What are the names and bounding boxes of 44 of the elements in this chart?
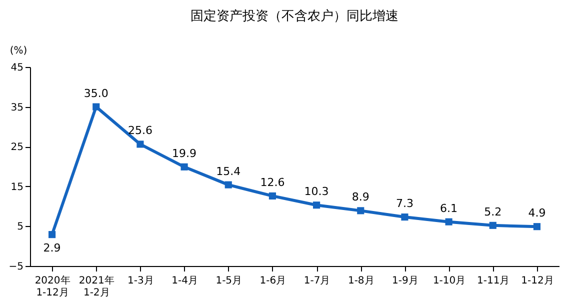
x-tick-label: 1-11月: [477, 276, 510, 286]
chart-title: 固定资产投资（不含农户）同比增速: [190, 9, 398, 24]
text: 12.6: [260, 176, 285, 189]
x-tick-label: 1-6月: [260, 276, 286, 286]
x-tick-label: 2020年 1-12月: [34, 274, 70, 298]
x-tick-label: 1-12月: [521, 276, 554, 286]
y-tick-label: 15: [10, 182, 24, 193]
y-axis-title: (%): [10, 46, 28, 56]
text: 4.9: [528, 206, 546, 220]
text: 35.0: [84, 86, 108, 100]
point: [357, 207, 364, 214]
point: [48, 231, 56, 238]
point: [313, 202, 320, 209]
x-tick-label: 1-9月: [392, 276, 418, 286]
text: 25.6: [128, 124, 152, 138]
text: 2.9: [43, 242, 61, 255]
y-tick-label: 45: [10, 62, 24, 74]
y-tick-label: 5: [17, 222, 24, 233]
text: 6.1: [440, 202, 458, 215]
text: 8.9: [352, 190, 370, 204]
point: [136, 140, 144, 148]
point: [401, 214, 408, 221]
x-tick-label: 1-10月: [432, 276, 466, 286]
x-tick-label: 1-3月: [128, 276, 154, 286]
y-tick-label: 35: [10, 102, 24, 114]
x-tick-label: 1-4月: [172, 276, 198, 286]
text: 19.9: [172, 146, 197, 160]
point: [180, 163, 188, 170]
y-tick-label: −5: [8, 262, 24, 272]
point: [268, 192, 276, 200]
x-tick-label: 1-7月: [304, 276, 330, 286]
point: [92, 103, 100, 110]
text: 15.4: [216, 164, 241, 178]
y-tick-label: 25: [10, 142, 24, 154]
point: [489, 222, 496, 229]
x-tick-label: 2021年 1-2月: [78, 274, 114, 298]
text: 10.3: [304, 185, 329, 198]
x-tick-label: 1-5月: [216, 276, 242, 286]
x-tick-label: 1-8月: [348, 276, 374, 286]
point: [533, 223, 540, 230]
text: 5.2: [484, 205, 502, 218]
text: 7.3: [396, 197, 414, 210]
point: [224, 181, 232, 188]
point: [445, 218, 452, 226]
